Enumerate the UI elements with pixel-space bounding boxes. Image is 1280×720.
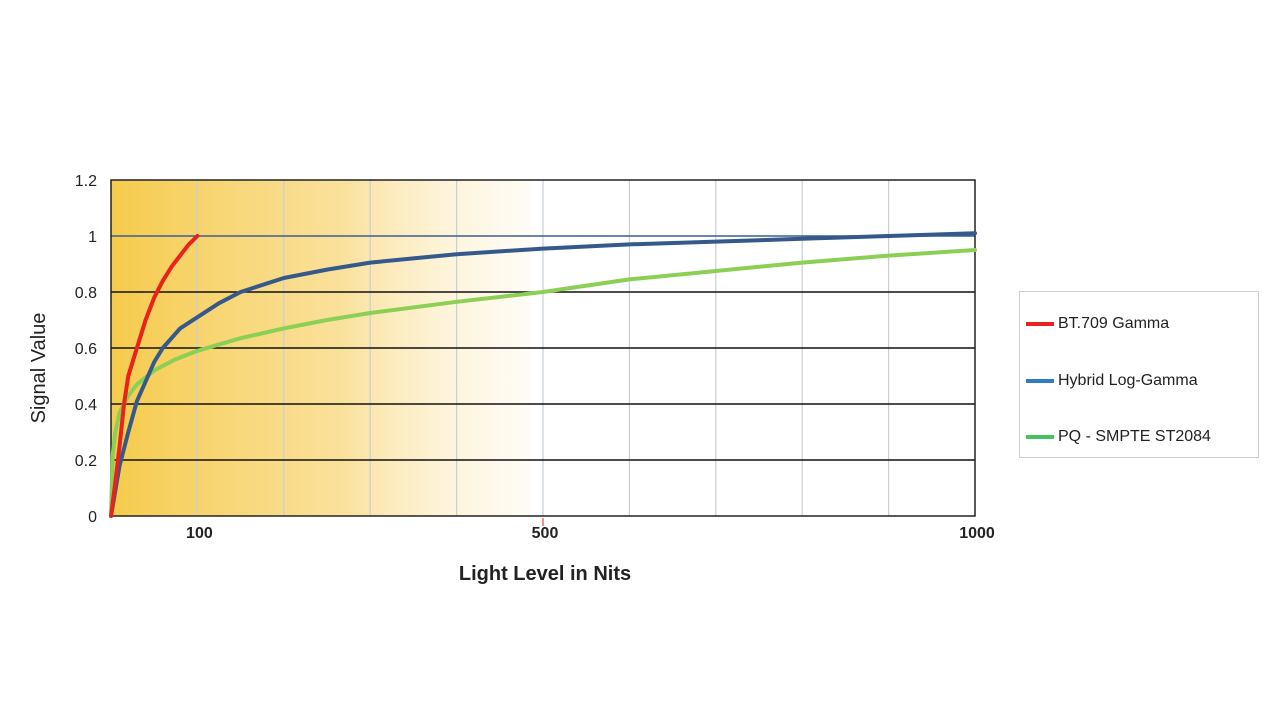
x-tick-label: 1000 — [959, 525, 995, 542]
y-tick-label: 0.6 — [75, 341, 97, 358]
legend-item-hlg: Hybrid Log-Gamma — [1026, 371, 1198, 391]
legend-item-pq: PQ - SMPTE ST2084 — [1026, 427, 1211, 447]
series-line-0 — [109, 234, 200, 518]
series-line-2 — [109, 248, 977, 518]
y-tick-labels: 0 0.2 0.4 0.6 0.8 1 1.2 — [75, 173, 97, 526]
y-tick-label: 0.2 — [75, 453, 97, 470]
legend-swatch-bt709 — [1026, 322, 1054, 326]
y-tick-label: 0 — [88, 509, 97, 526]
plot-border — [110, 179, 976, 517]
y-tick-label: 1 — [88, 229, 97, 246]
series-lines — [109, 231, 977, 518]
x-tick-label: 100 — [186, 525, 213, 542]
y-tick-label: 0.8 — [75, 285, 97, 302]
x-tick-labels: 100 500 1000 — [186, 525, 995, 542]
x-axis-title: Light Level in Nits — [459, 563, 631, 585]
legend-item-bt709: BT.709 Gamma — [1026, 314, 1169, 334]
legend-swatch-hlg — [1026, 379, 1054, 383]
legend-label-hlg: Hybrid Log-Gamma — [1058, 372, 1198, 389]
x-tick-label: 500 — [532, 525, 559, 542]
y-tick-label: 1.2 — [75, 173, 97, 190]
legend-swatch-pq — [1026, 435, 1054, 439]
legend-label-pq: PQ - SMPTE ST2084 — [1058, 428, 1211, 445]
legend-label-bt709: BT.709 Gamma — [1058, 315, 1170, 332]
series-line-1 — [109, 231, 977, 518]
legend: BT.709 Gamma Hybrid Log-Gamma PQ - SMPTE… — [1019, 291, 1259, 458]
y-axis-title: Signal Value — [28, 313, 50, 424]
y-tick-label: 0.4 — [75, 397, 97, 414]
